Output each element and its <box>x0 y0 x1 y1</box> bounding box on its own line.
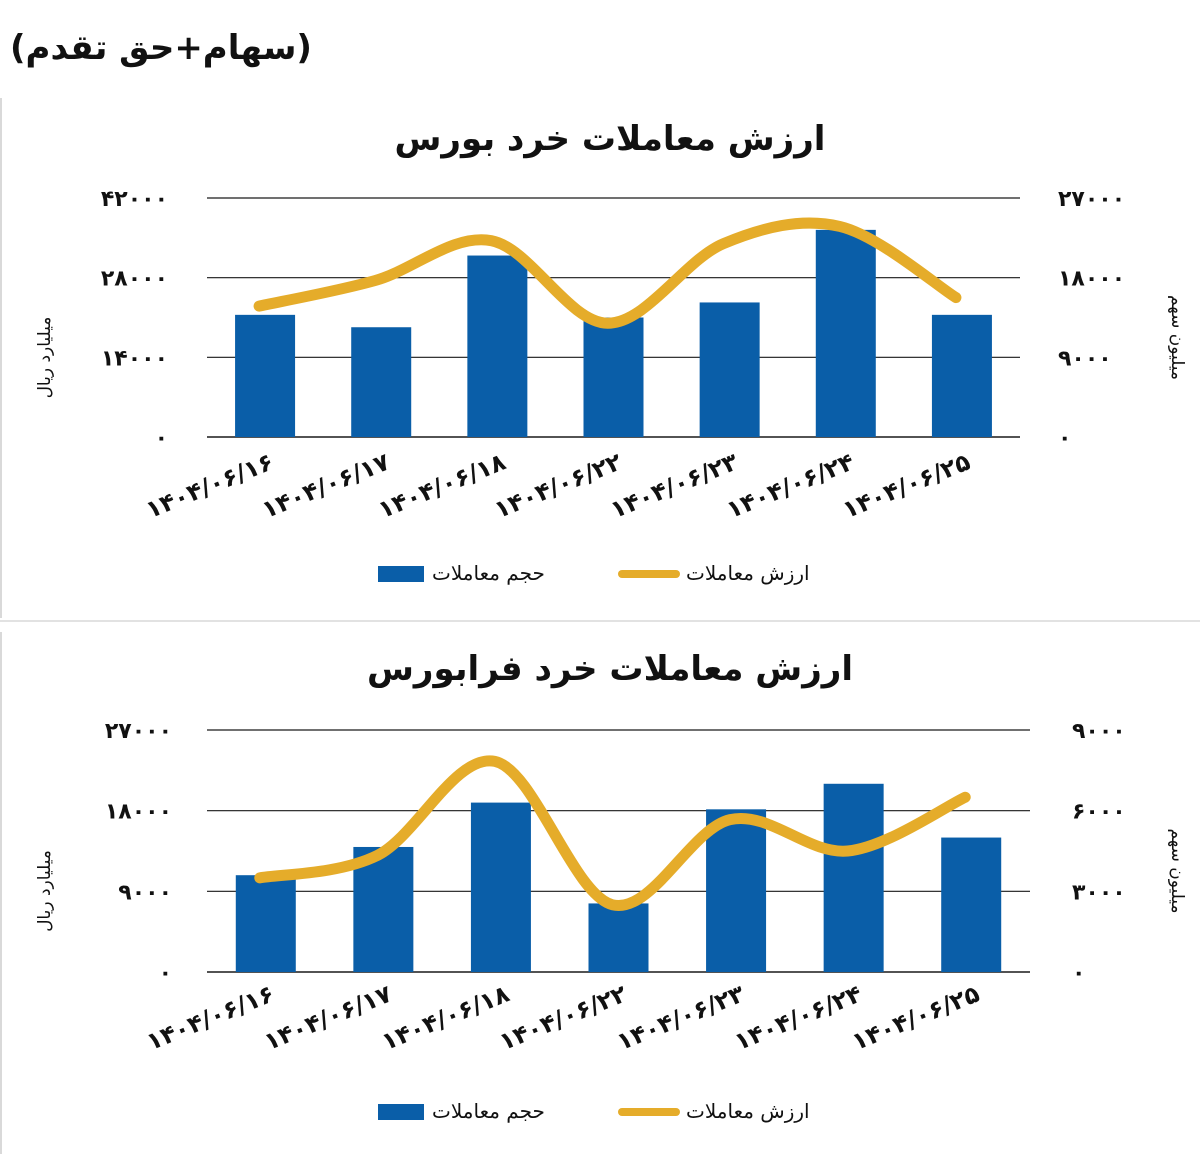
chart-farabourse: ارزش معاملات خرد فرابورس ۰ ۹۰۰۰ ۱۸۰۰۰ ۲۷۰۰۰ ۰… <box>0 620 1200 1154</box>
legend-bar-swatch <box>378 566 424 582</box>
bar <box>471 803 531 972</box>
left-tick-label: ۴۲۰۰۰ <box>101 187 168 212</box>
legend-line-label: ارزش معاملات <box>686 1099 810 1123</box>
right-tick-label: ۲۷۰۰۰ <box>1058 187 1125 212</box>
category-label: ۱۴۰۴/۰۶/۱۶ <box>142 448 277 524</box>
legend-bar-swatch <box>378 1104 424 1120</box>
chart-farabourse-svg: ارزش معاملات خرد فرابورس ۰ ۹۰۰۰ ۱۸۰۰۰ ۲۷۰۰۰ ۰… <box>0 620 1200 1154</box>
legend-bar-label: حجم معاملات <box>432 1099 545 1123</box>
bar <box>236 875 296 972</box>
right-axis-title: میلیون سهم <box>1167 295 1187 380</box>
left-axis-title: میلیارد ریال <box>35 850 55 932</box>
bar <box>467 256 527 437</box>
bar <box>941 838 1001 972</box>
category-label: ۱۴۰۴/۰۶/۱۸ <box>374 447 510 524</box>
right-tick-label: ۱۸۰۰۰ <box>1058 267 1125 292</box>
category-label: ۱۴۰۴/۰۶/۲۴ <box>730 980 865 1056</box>
bar <box>584 318 644 438</box>
bar <box>235 315 295 437</box>
bar <box>824 784 884 972</box>
legend-bar-label: حجم معاملات <box>432 561 545 585</box>
bar <box>589 903 649 972</box>
right-axis-title: میلیون سهم <box>1167 828 1187 913</box>
left-tick-label: ۱۸۰۰۰ <box>105 800 172 825</box>
left-tick-label: ۱۴۰۰۰ <box>101 346 168 371</box>
category-label: ۱۴۰۴/۰۶/۲۳ <box>606 447 742 524</box>
category-label: ۱۴۰۴/۰۶/۲۵ <box>848 980 983 1056</box>
legend-line-label: ارزش معاملات <box>686 561 810 585</box>
bar <box>706 809 766 972</box>
bar <box>351 327 411 437</box>
category-label: ۱۴۰۴/۰۶/۲۳ <box>613 979 749 1056</box>
left-tick-label: ۲۸۰۰۰ <box>101 267 168 292</box>
chart-title: ارزش معاملات خرد بورس <box>395 119 826 159</box>
category-label: ۱۴۰۴/۰۶/۲۵ <box>839 448 974 524</box>
left-tick-label: ۰ <box>155 426 168 451</box>
right-tick-label: ۹۰۰۰ <box>1072 719 1126 744</box>
category-label: ۱۴۰۴/۰۶/۲۲ <box>495 979 631 1056</box>
category-label: ۱۴۰۴/۰۶/۱۶ <box>143 980 278 1056</box>
right-tick-label: ۹۰۰۰ <box>1058 346 1112 371</box>
chart-title: ارزش معاملات خرد فرابورس <box>367 649 853 689</box>
left-tick-label: ۹۰۰۰ <box>118 880 172 905</box>
left-axis-title: میلیارد ریال <box>35 317 55 399</box>
right-tick-label: ۶۰۰۰ <box>1072 800 1126 825</box>
category-label: ۱۴۰۴/۰۶/۲۲ <box>490 447 626 524</box>
right-tick-label: ۰ <box>1072 961 1085 986</box>
left-tick-label: ۰ <box>159 961 172 986</box>
right-tick-label: ۳۰۰۰ <box>1072 880 1126 905</box>
category-label: ۱۴۰۴/۰۶/۱۸ <box>378 979 514 1056</box>
category-label: ۱۴۰۴/۰۶/۱۷ <box>258 447 394 524</box>
right-tick-label: ۰ <box>1058 426 1071 451</box>
bar <box>932 315 992 437</box>
left-tick-label: ۲۷۰۰۰ <box>105 719 172 744</box>
chart-bourse: ارزش معاملات خرد بورس ۰ ۱۴۰۰۰ ۲۸۰۰۰ ۴۲۰۰۰ ۰ ۹۰… <box>0 0 1200 620</box>
bar <box>816 230 876 437</box>
chart-bourse-svg: ارزش معاملات خرد بورس ۰ ۱۴۰۰۰ ۲۸۰۰۰ ۴۲۰۰۰ ۰ ۹۰… <box>0 0 1200 620</box>
category-label: ۱۴۰۴/۰۶/۲۴ <box>723 448 858 524</box>
bar <box>700 302 760 437</box>
category-label: ۱۴۰۴/۰۶/۱۷ <box>260 979 396 1056</box>
